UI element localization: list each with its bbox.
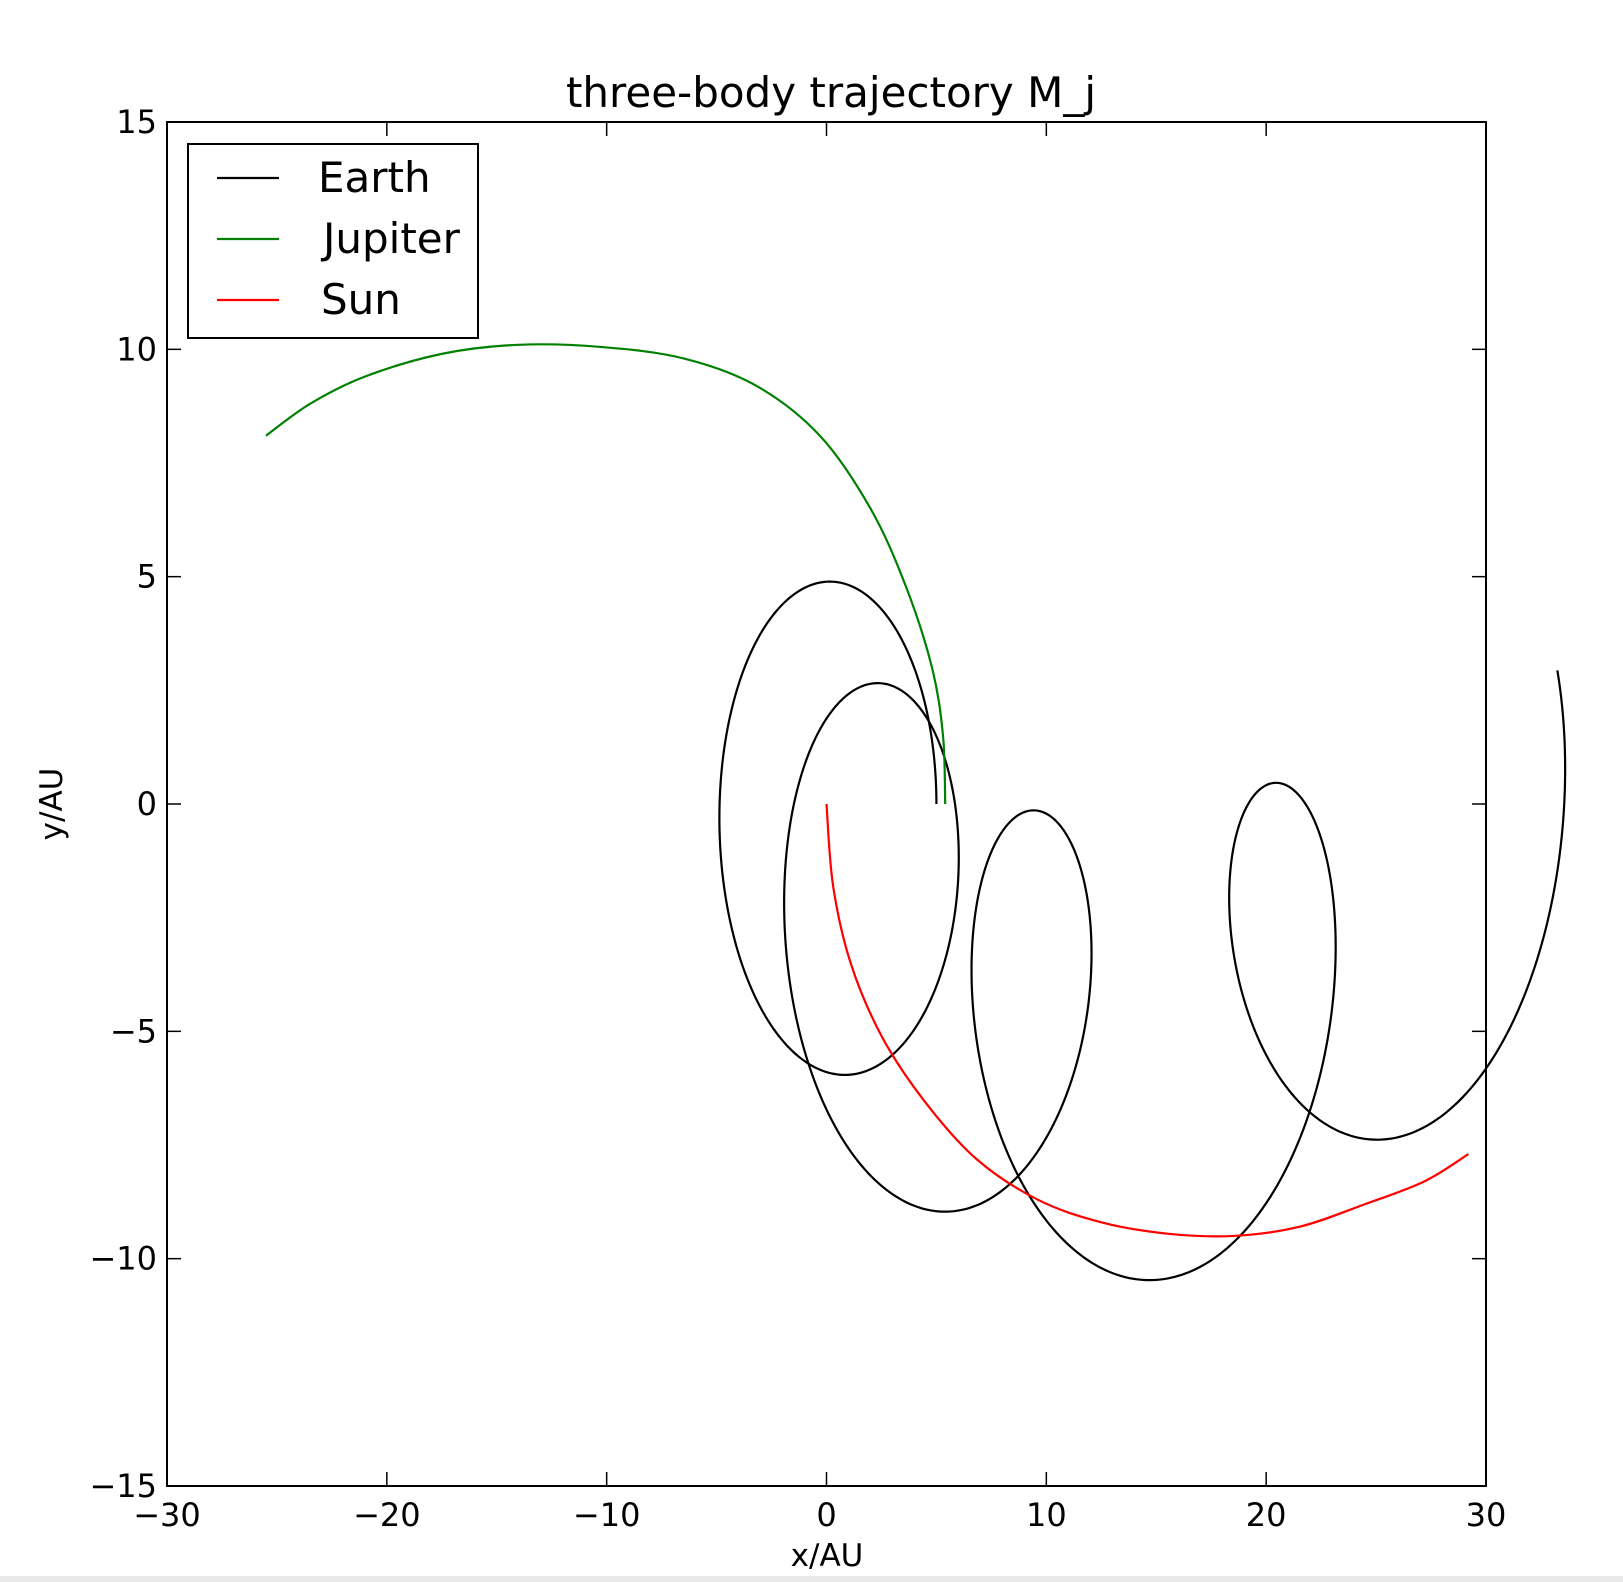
y-tick-label: 5 [137,558,157,596]
x-tick-label: −30 [133,1496,201,1534]
legend-label-earth: Earth [318,153,431,202]
y-tick-label: −10 [89,1240,157,1278]
x-axis-label: x/AU [791,1538,864,1574]
legend: Earth Jupiter Sun [187,143,479,339]
legend-label-jupiter: Jupiter [320,214,461,263]
legend-box [187,143,479,339]
x-tick-label: 0 [816,1496,836,1534]
x-tick-label: −10 [573,1496,641,1534]
window-bottom-edge [0,1576,1623,1582]
y-tick-label: 0 [137,785,157,823]
y-axis-label: y/AU [34,768,70,841]
plot-lines [265,343,1567,1282]
series-line-earth [718,580,1567,1282]
y-tick-label: −5 [110,1012,157,1050]
x-tick-label: 30 [1466,1496,1507,1534]
x-tick-label: 10 [1026,1496,1067,1534]
y-tick-label: 10 [116,330,157,368]
y-tick-label: 15 [116,103,157,141]
legend-label-sun: Sun [321,275,401,324]
x-tick-label: −20 [353,1496,421,1534]
series-line-sun [825,803,1469,1238]
plot-frame [166,121,1487,1487]
series-line-jupiter [265,343,947,805]
y-tick-label: −15 [89,1467,157,1505]
axis-ticks: −30 −20 −10 0 10 20 30 −15 −10 −5 0 5 10 15 [89,103,1506,1534]
x-tick-label: 20 [1246,1496,1287,1534]
chart-title: three-body trajectory M_j [566,68,1096,117]
